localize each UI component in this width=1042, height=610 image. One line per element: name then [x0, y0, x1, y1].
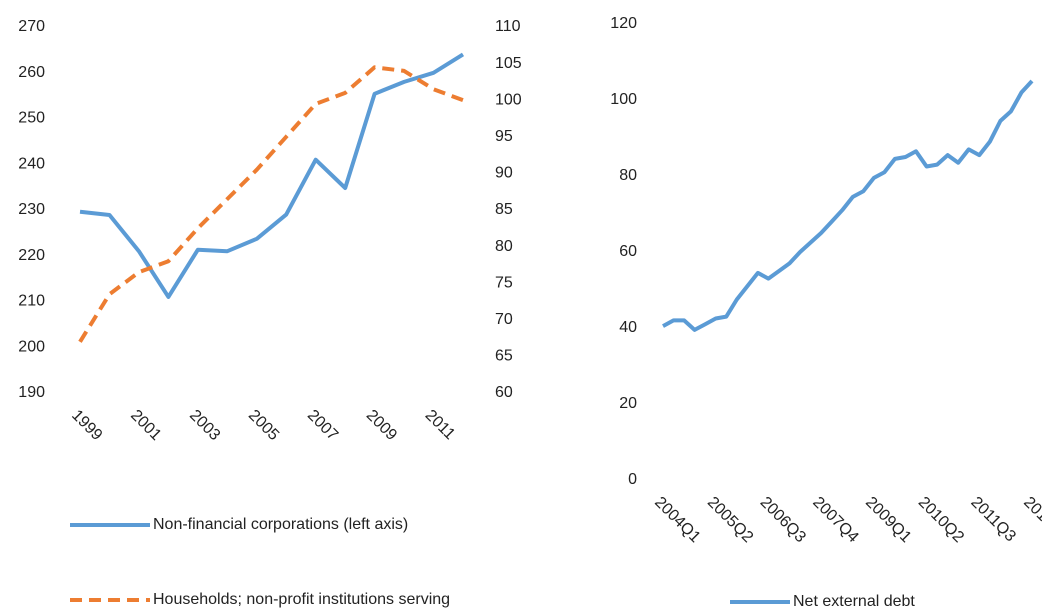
- x-tick-label: 2007: [304, 407, 341, 444]
- x-tick-label: 2005Q2: [704, 494, 756, 546]
- x-tick-label: 2003: [186, 407, 223, 444]
- y-tick-label: 190: [18, 384, 45, 401]
- y-tick-label: 100: [610, 91, 637, 108]
- y-tick-label: 250: [18, 110, 45, 127]
- x-tick-label: 2007Q4: [809, 494, 861, 546]
- y2-tick-label: 65: [495, 348, 513, 365]
- legend-entry: Households; non-profit institutions serv…: [70, 590, 490, 610]
- x-tick-label: 2010Q2: [915, 494, 967, 546]
- y2-tick-label: 85: [495, 201, 513, 218]
- series-line: [78, 65, 464, 343]
- x-tick-label: 2011: [422, 407, 458, 443]
- x-tick-label: 2004Q1: [651, 494, 703, 546]
- y2-tick-label: 80: [495, 238, 513, 255]
- y-tick-label: 230: [18, 201, 45, 218]
- x-tick-label: 2006Q3: [757, 494, 809, 546]
- y2-tick-label: 100: [495, 91, 522, 108]
- x-tick-label: 2005: [245, 407, 282, 444]
- y-tick-label: 120: [610, 15, 637, 32]
- y2-tick-label: 70: [495, 311, 513, 328]
- y-tick-label: 200: [18, 338, 45, 355]
- y2-tick-label: 75: [495, 274, 513, 291]
- y-tick-label: 240: [18, 155, 45, 172]
- legend-swatch: [70, 523, 150, 527]
- series-line: [662, 79, 1034, 332]
- legend-label: Non-financial corporations (left axis): [153, 516, 409, 533]
- legend-swatch: [70, 598, 150, 602]
- legend-label: Net external debt: [793, 593, 915, 610]
- y2-tick-label: 95: [495, 128, 513, 145]
- y2-tick-label: 90: [495, 165, 513, 182]
- y-tick-label: 80: [619, 167, 637, 184]
- y2-tick-label: 110: [495, 18, 521, 35]
- y-tick-label: 210: [18, 293, 45, 310]
- x-tick-label: 2011Q3: [967, 494, 1019, 546]
- legend-swatch: [730, 600, 790, 604]
- legend-entry: Non-financial corporations (left axis): [70, 515, 408, 535]
- series-line: [79, 52, 465, 299]
- legend-entry: Net external debt: [730, 592, 915, 610]
- y2-tick-label: 105: [495, 55, 522, 72]
- y2-tick-label: 60: [495, 384, 513, 401]
- y-tick-label: 220: [18, 247, 45, 264]
- y-tick-label: 40: [619, 319, 637, 336]
- x-tick-label: 2001: [127, 407, 164, 444]
- y-tick-label: 20: [619, 395, 637, 412]
- y-tick-label: 270: [18, 18, 45, 35]
- y-tick-label: 60: [619, 243, 637, 260]
- x-tick-label: 2009: [363, 407, 400, 444]
- x-tick-label: 2009Q1: [862, 494, 914, 546]
- x-tick-label: 2012Q4: [1020, 494, 1042, 546]
- y-tick-label: 260: [18, 64, 45, 81]
- legend-label: Households; non-profit institutions serv…: [153, 591, 451, 608]
- x-tick-label: 1999: [68, 407, 105, 444]
- y-tick-label: 0: [628, 471, 637, 488]
